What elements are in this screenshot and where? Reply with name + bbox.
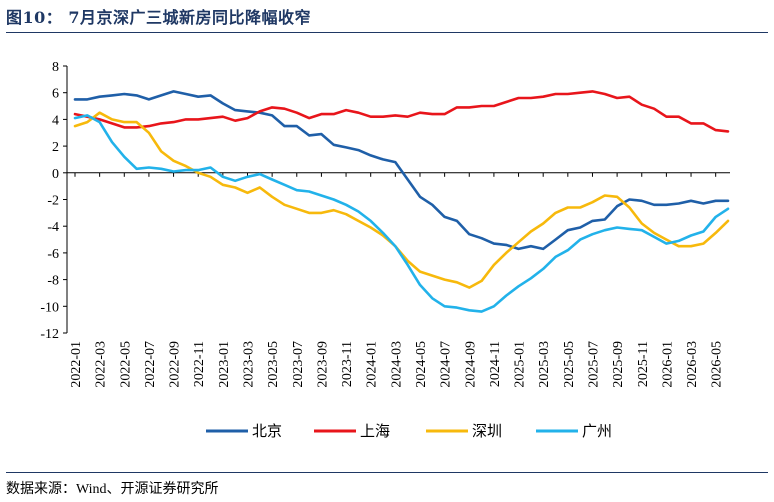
data-source-text: 数据来源：Wind、开源证券研究所	[6, 482, 219, 497]
data-source: 数据来源：Wind、开源证券研究所	[6, 478, 219, 498]
y-tick-label: -12	[40, 327, 59, 342]
x-tick-label: 2025-07	[586, 341, 601, 388]
x-tick-label: 2024-03	[389, 341, 404, 388]
y-tick-label: 4	[52, 113, 59, 128]
x-tick-label: 2022-03	[94, 341, 109, 388]
series-line-0	[73, 90, 730, 251]
x-tick-label: 2026-03	[685, 341, 700, 388]
legend-label: 深圳	[472, 423, 502, 440]
y-tick-label: -4	[47, 220, 59, 235]
x-tick-label: 2023-01	[217, 341, 232, 388]
source-rule	[6, 472, 768, 473]
x-tick-label: 2025-01	[513, 341, 528, 388]
x-tick-label: 2025-11	[636, 341, 651, 387]
x-tick-label: 2022-09	[168, 341, 183, 388]
y-tick-label: -8	[47, 274, 59, 289]
x-tick-label: 2024-11	[488, 341, 503, 387]
y-tick-label: -2	[47, 194, 59, 209]
series-line-3	[73, 114, 730, 313]
x-tick-label: 2023-09	[315, 341, 330, 388]
chart-legend: 北京 上海 深圳 广州	[206, 423, 612, 440]
x-tick-label: 2024-09	[463, 341, 478, 388]
x-tick-label: 2023-07	[291, 341, 306, 388]
x-tick-label: 2024-05	[414, 341, 429, 388]
x-tick-label: 2023-03	[241, 341, 256, 388]
legend-label: 上海	[360, 423, 390, 440]
figure-title: 图10： 7月京深广三城新房同比降幅收窄	[6, 8, 311, 27]
y-tick-label: 0	[52, 167, 59, 182]
y-tick-label: 8	[52, 60, 59, 75]
title-rule	[6, 32, 768, 33]
x-tick-label: 2022-05	[118, 341, 133, 388]
x-tick-label: 2024-01	[365, 341, 380, 388]
legend-label: 北京	[252, 423, 282, 440]
x-tick-label: 2022-01	[69, 341, 84, 388]
x-tick-label: 2025-05	[562, 341, 577, 388]
x-tick-label: 2025-09	[611, 341, 626, 388]
legend-label: 广州	[582, 423, 612, 440]
y-tick-label: 6	[52, 87, 59, 102]
line-chart: 8 6 4 2 0 -2 -4 -6 -8 -10 -12 2022-01 2022-03 2022-05…	[40, 60, 730, 440]
x-tick-label: 2026-05	[710, 341, 725, 388]
x-tick-label: 2023-11	[340, 341, 355, 387]
x-tick-label: 2023-05	[266, 341, 281, 388]
x-tick-label: 2024-07	[439, 341, 454, 388]
y-tick-label: -6	[47, 247, 59, 262]
x-tick-label: 2022-11	[192, 341, 207, 387]
series-line-1	[73, 90, 730, 133]
chart-axes: 8 6 4 2 0 -2 -4 -6 -8 -10 -12 2022-01 2022-03 2022-05…	[40, 60, 730, 388]
x-tick-label: 2022-07	[143, 341, 158, 388]
x-tick-label: 2025-03	[537, 341, 552, 388]
y-tick-label: 2	[52, 140, 59, 155]
y-tick-label: -10	[40, 300, 59, 315]
x-tick-label: 2026-01	[660, 341, 675, 388]
chart-series	[73, 90, 730, 313]
